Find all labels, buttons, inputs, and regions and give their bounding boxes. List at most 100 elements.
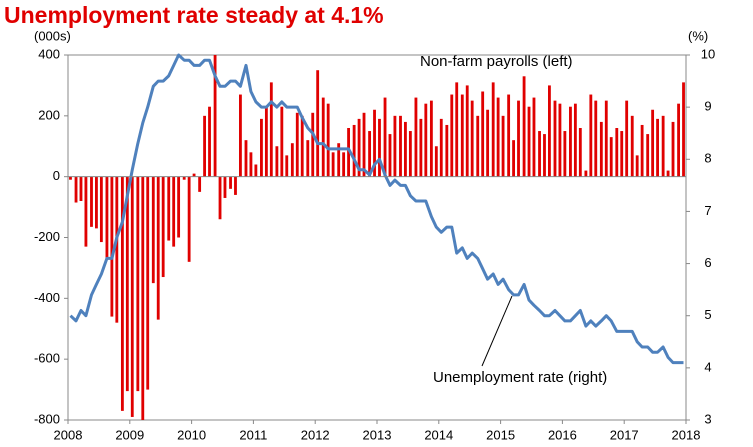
bar (383, 97, 387, 177)
y2-tick-label: 9 (704, 99, 711, 114)
bar (90, 176, 93, 227)
bar (496, 97, 500, 177)
bar (656, 118, 659, 177)
bar (677, 103, 681, 177)
bar (620, 131, 624, 177)
y-unit-label: (000s) (34, 28, 71, 43)
bar (300, 115, 304, 177)
bar (306, 140, 310, 177)
bar (584, 170, 588, 177)
bar (141, 176, 145, 420)
bar (548, 85, 551, 177)
bar (326, 103, 330, 177)
chart-title: Unemployment rate steady at 4.1% (4, 2, 384, 28)
bar (146, 176, 150, 390)
bar (208, 106, 211, 177)
bar (275, 146, 279, 177)
bar (599, 121, 603, 177)
bar (337, 143, 341, 177)
y-tick-label: 200 (38, 107, 60, 122)
bar (635, 155, 639, 177)
bar (136, 176, 140, 392)
y-tick-label: 0 (53, 168, 60, 183)
y2-tick-label: 10 (701, 46, 715, 61)
bar (388, 134, 392, 177)
y-tick-label: -600 (34, 351, 60, 366)
bar (414, 97, 418, 177)
bar (429, 100, 433, 177)
bar (95, 176, 98, 229)
bar (408, 131, 412, 177)
bar (661, 115, 665, 177)
bar (573, 103, 577, 177)
bar (311, 112, 315, 177)
bar (522, 76, 526, 177)
bar (115, 176, 119, 323)
bar (439, 118, 443, 177)
bar (229, 176, 232, 189)
x-tick-label: 2009 (115, 427, 144, 442)
bar (151, 176, 155, 284)
bar (682, 82, 685, 177)
bar (419, 118, 423, 177)
bar (234, 176, 237, 195)
bar (640, 124, 644, 177)
bar (460, 94, 464, 177)
bar (280, 106, 284, 177)
bar (167, 176, 171, 241)
x-tick-label: 2015 (486, 427, 515, 442)
bar (434, 146, 438, 177)
bar (239, 94, 242, 177)
x-tick-label: 2010 (177, 427, 206, 442)
bar (260, 118, 263, 177)
bar (373, 109, 376, 177)
bar (172, 176, 176, 247)
bar (120, 176, 124, 411)
plot-frame (67, 54, 687, 421)
x-tick-label: 2012 (301, 427, 330, 442)
bar (192, 173, 196, 177)
bar (264, 106, 268, 177)
bar (666, 170, 670, 177)
annotation: Unemployment rate (right) (433, 369, 607, 386)
bar (177, 176, 181, 238)
bar (630, 115, 634, 177)
line (69, 53, 684, 365)
y2-tick-label: 4 (704, 359, 711, 374)
bar (594, 100, 598, 177)
bar (532, 97, 536, 177)
y2-tick-label: 6 (704, 255, 711, 270)
bar (393, 115, 397, 177)
bar (331, 152, 335, 177)
bar (213, 55, 217, 177)
bar (249, 152, 253, 177)
bar (69, 176, 72, 180)
y-tick-label: -400 (34, 290, 60, 305)
bar (316, 70, 320, 177)
bar (352, 124, 356, 177)
y2-tick-label: 5 (704, 307, 711, 322)
y2-tick-label: 7 (704, 203, 711, 218)
bar (223, 176, 227, 198)
y-tick-label: -800 (34, 411, 60, 426)
bar (254, 164, 258, 177)
bar (589, 94, 593, 177)
bar (404, 121, 407, 177)
bar (362, 112, 366, 177)
bar (553, 100, 557, 177)
bar (455, 82, 459, 177)
bar (99, 176, 103, 243)
bar (538, 131, 541, 177)
x-tick-label: 2011 (239, 427, 267, 442)
bar (290, 143, 294, 177)
bar (84, 176, 88, 247)
bar (651, 109, 655, 177)
x-tick-label: 2017 (610, 427, 639, 442)
bar (569, 106, 572, 177)
bar (507, 94, 511, 177)
y-tick-label: -200 (34, 229, 60, 244)
bar (368, 131, 372, 177)
bar (198, 176, 202, 192)
bar (486, 109, 490, 177)
